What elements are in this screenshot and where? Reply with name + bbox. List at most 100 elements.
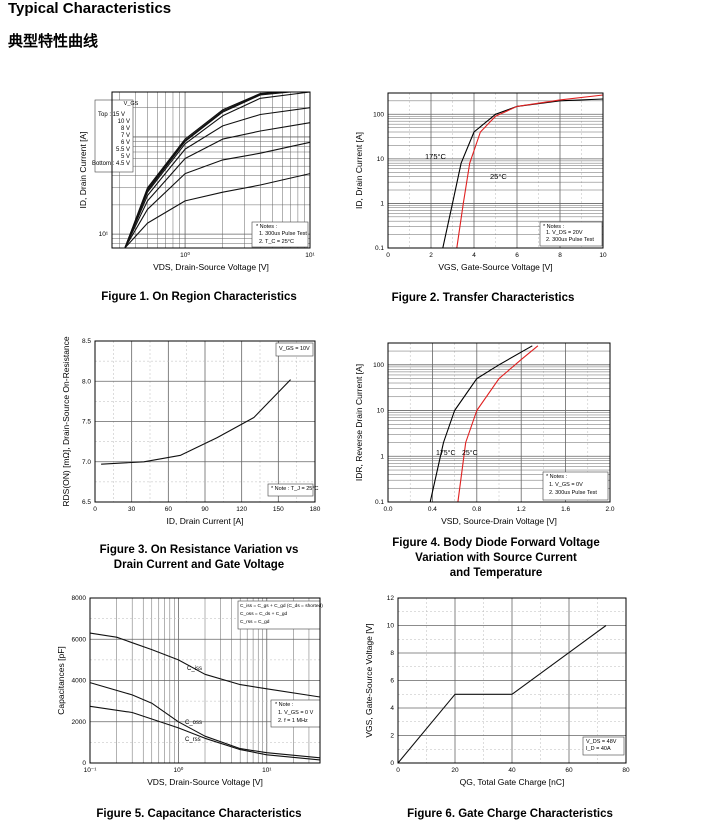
y-tick-label: 0 [390,760,394,767]
legend-box [237,600,321,630]
y-tick-label: 6000 [72,636,87,643]
series-line [124,107,311,249]
x-axis-label: ID, Drain Current [A] [167,516,244,526]
annotation: * Note : [275,702,294,708]
annotation: 175°C [436,449,456,457]
series-line [124,141,311,249]
plot-frame [387,92,604,249]
annotation: C_rss [185,737,201,743]
figure-5-caption: Figure 5. Capacitance Characteristics [96,808,302,820]
y-tick-label: 1 [380,453,384,460]
legend-box [251,221,309,248]
x-tick-label: 10⁻¹ [84,767,98,774]
y-tick-label: 100 [373,111,384,118]
annotation: C_rss = C_gd [240,619,270,625]
y-tick-label: 10 [387,623,395,630]
series-line [124,173,311,249]
x-tick-label: 0 [93,506,97,513]
x-tick-label: 4 [472,252,476,259]
annotation: 2. 300us Pulse Test [546,237,594,243]
y-tick-label: 1 [380,200,384,207]
plot-frame [111,91,311,249]
y-tick-label: 7.0 [82,459,91,466]
series-line [429,345,533,503]
x-tick-label: 6 [515,252,519,259]
plot-frame [94,340,316,503]
x-tick-label: 0.8 [472,506,481,513]
annotation: 7 V [121,133,130,139]
annotation: * Notes : [543,224,565,230]
y-axis-label: Capacitances [pF] [56,646,66,715]
annotation: 5 V [121,154,130,160]
annotation: Bottom : 4.5 V [92,161,130,167]
figure-3-caption: Figure 3. On Resistance Variation vs Dra… [99,544,299,571]
chart-3: 0 30 60 90 120 150 180 6.5 7.0 7.5 8.0 8.5 ID, Drain… [61,336,321,526]
figure-4-caption: Figure 4. Body Diode Forward Voltage Var… [392,537,600,579]
x-tick-label: 20 [451,767,459,774]
x-tick-label: 30 [128,506,136,513]
annotation: 8 V [121,126,130,132]
legend-box [270,699,321,728]
annotation: V_DS = 48V [586,739,617,745]
annotation: 1. 300us Pulse Test [259,231,307,237]
series-line [397,625,607,764]
series-line [456,94,604,249]
series-line [89,682,321,759]
figure-2-caption: Figure 2. Transfer Characteristics [391,292,575,304]
x-tick-label: 10¹ [305,252,315,259]
chart-5: 10⁻¹ 10⁰ 10¹ 0 2000 4000 6000 8000 VDS, Drain-So… [56,595,323,787]
annotation: 5.5 V [116,147,130,153]
x-tick-label: 180 [310,506,321,513]
legend-box [539,221,603,247]
y-axis-label: VGS, Gate-Source Voltage [V] [364,623,374,737]
y-tick-label: 6 [390,678,394,685]
annotation: C_oss = C_ds + C_gd [240,611,288,617]
series-line [101,379,291,465]
page-subtitle: 典型特性曲线 [8,33,99,50]
x-axis-label: VDS, Drain-Source Voltage [V] [153,262,269,272]
x-tick-label: 2 [429,252,433,259]
plot-frame [397,597,627,764]
x-tick-label: 10⁰ [180,251,190,259]
y-tick-label: 7.5 [82,419,91,426]
legend-box [267,483,314,497]
x-axis-label: VGS, Gate-Source Voltage [V] [438,262,552,272]
annotation: 2. T_C = 25°C [259,239,294,245]
x-axis-label: VSD, Source-Drain Voltage [V] [441,516,557,526]
x-tick-label: 0 [396,767,400,774]
legend-box [94,99,134,173]
series-line [124,122,311,249]
annotation: 6 V [121,140,130,146]
annotation: 175°C [425,152,447,161]
y-tick-label: 12 [387,595,395,602]
x-tick-label: 0.4 [428,506,437,513]
x-tick-label: 10¹ [262,767,272,774]
legend-box [582,736,625,756]
annotation: V_GS = 10V [279,346,310,352]
y-tick-label: 8 [390,650,394,657]
annotation: * Notes : [256,224,278,230]
annotation: 1. V_GS = 0V [549,482,583,488]
y-axis-label: IDR, Reverse Drain Current [A] [354,364,364,481]
legend-box [542,471,609,501]
x-tick-label: 90 [201,506,209,513]
y-tick-label: 0 [82,760,86,767]
figure-1-caption: Figure 1. On Region Characteristics [101,291,297,303]
y-tick-label: 10¹ [99,231,109,238]
x-tick-label: 1.6 [561,506,570,513]
y-axis-label: ID, Drain Current [A] [78,132,88,209]
annotation: 25°C [462,449,478,457]
y-tick-label: 2000 [72,719,87,726]
x-tick-label: 10 [599,252,607,259]
chart-2: 0 2 4 6 8 10 0.1 1 10 100 VGS, Gate-Source Voltage… [354,92,607,272]
y-tick-label: 10 [377,156,385,163]
y-tick-label: 6.5 [82,499,91,506]
annotation: 1. V_DS = 20V [546,230,583,236]
series-line [124,91,311,249]
x-tick-label: 2.0 [605,506,614,513]
x-tick-label: 0.0 [383,506,392,513]
x-tick-label: 60 [565,767,573,774]
page-title: Typical Characteristics [8,0,172,17]
annotation: V_GS [124,101,139,107]
series-line [89,632,321,698]
